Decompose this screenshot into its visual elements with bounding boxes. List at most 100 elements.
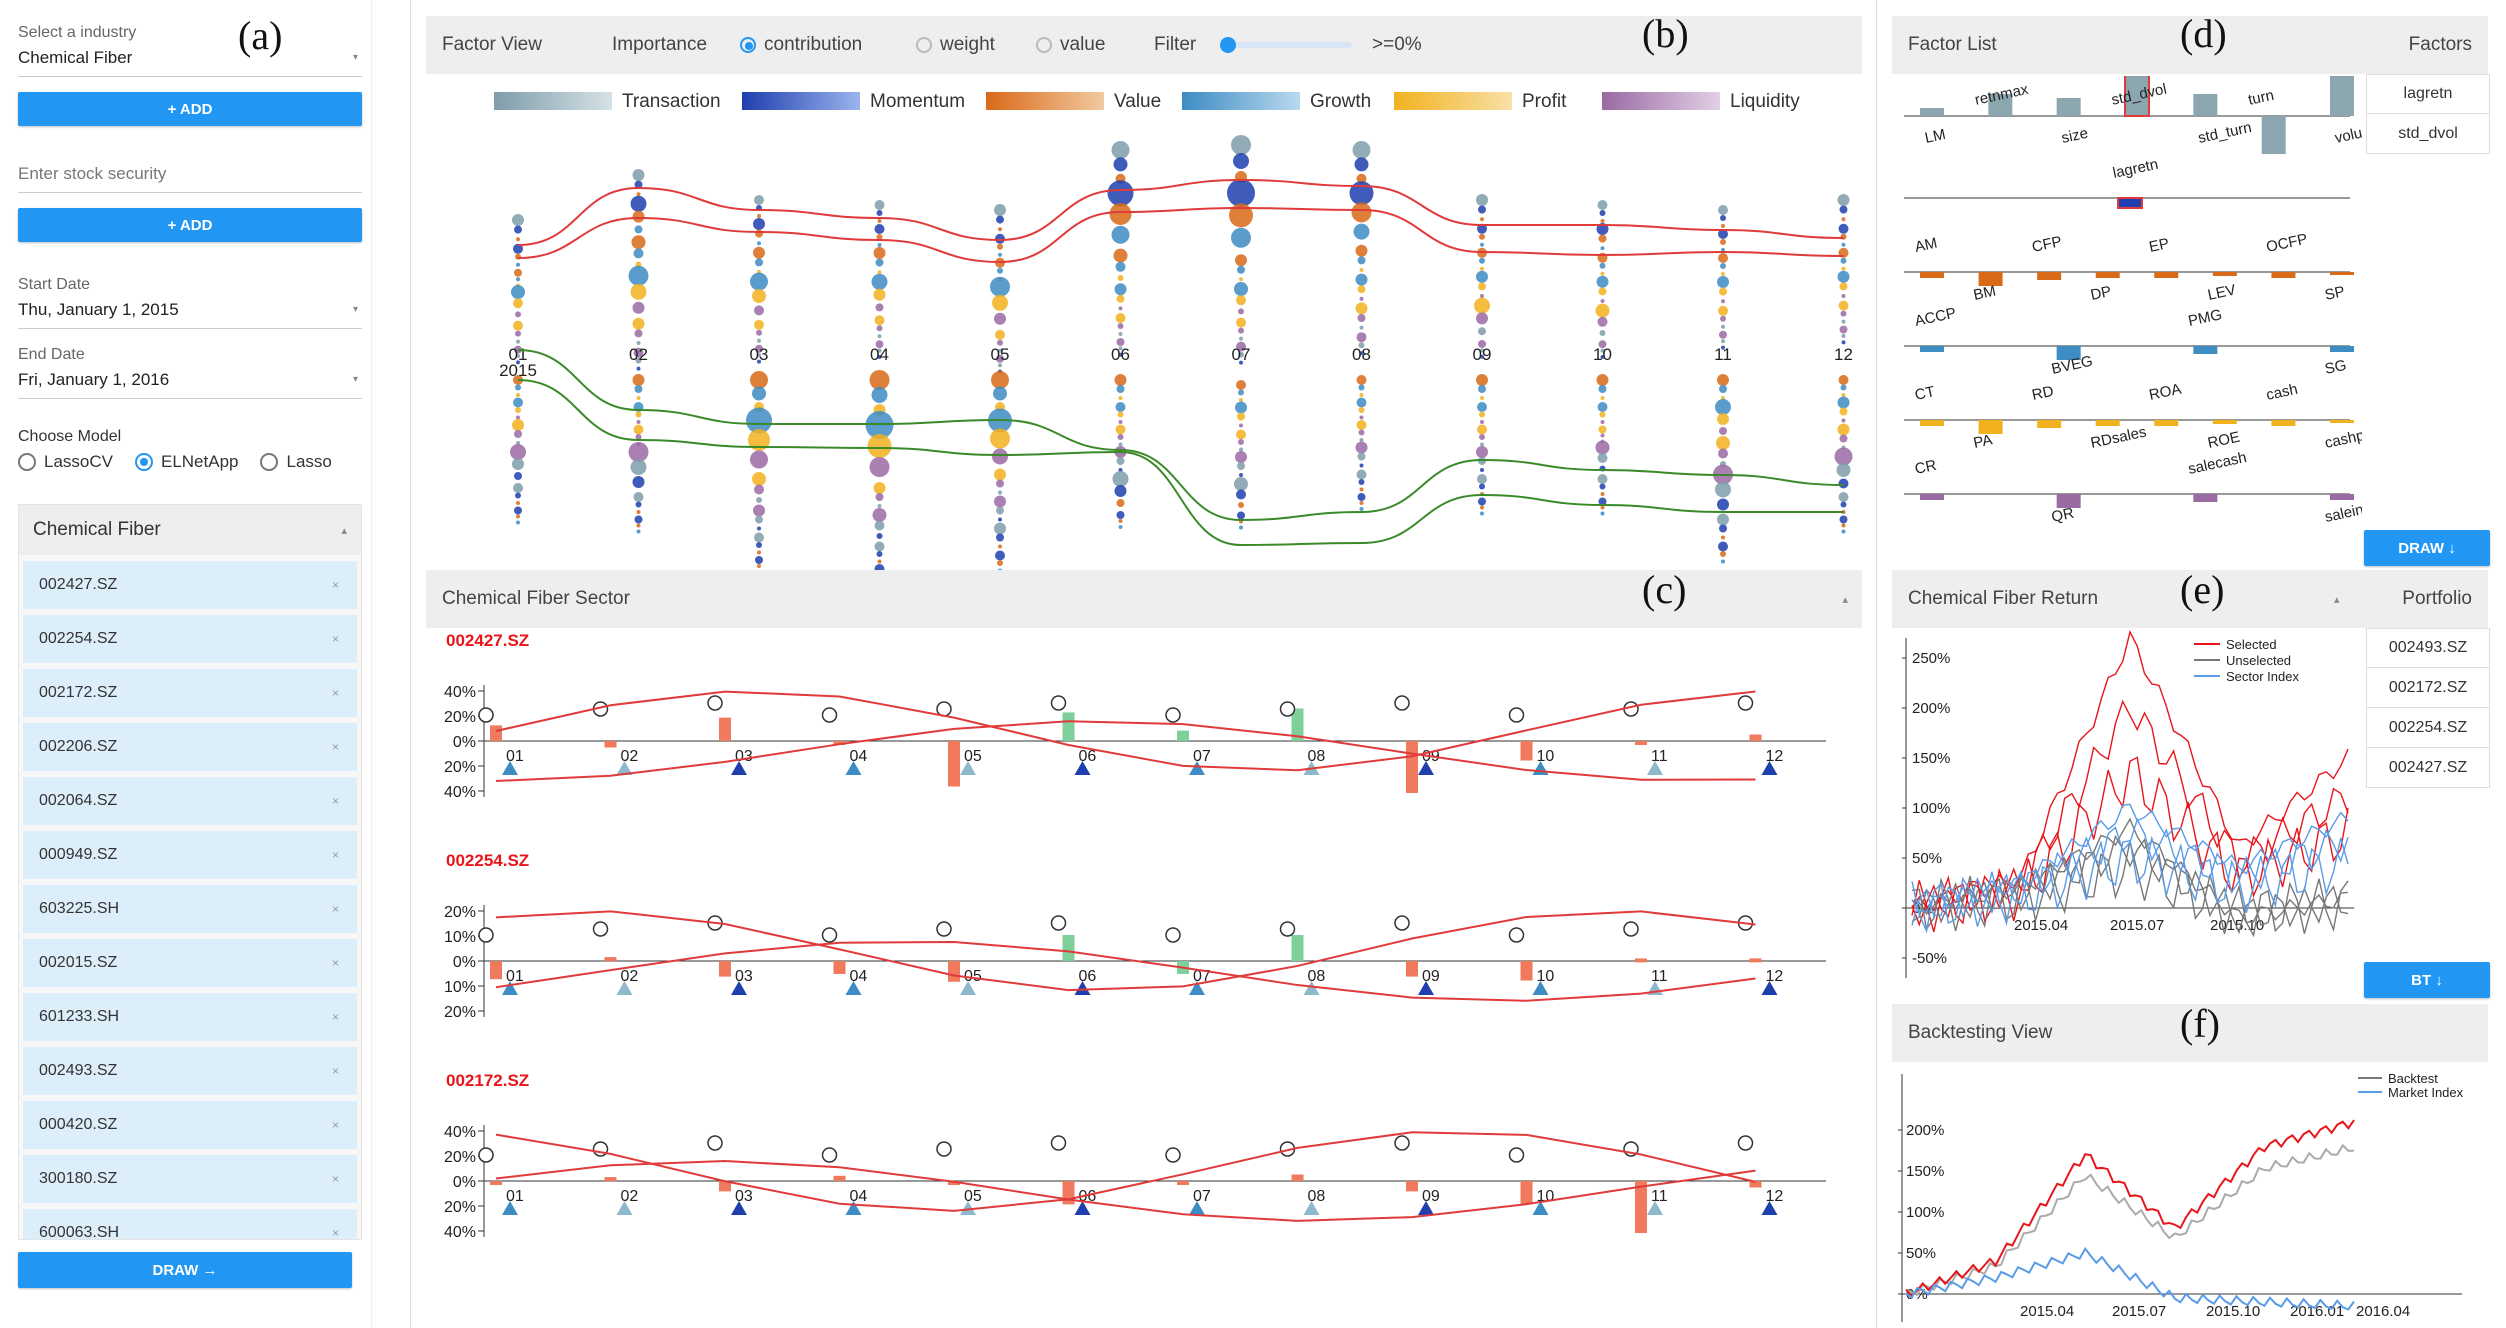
return-bar <box>490 961 502 980</box>
remove-icon[interactable]: × <box>331 902 339 916</box>
factor-bubble <box>1600 420 1605 424</box>
remove-icon[interactable]: × <box>331 1172 339 1186</box>
portfolio-list: 002493.SZ 002172.SZ 002254.SZ 002427.SZ <box>2366 628 2490 788</box>
model-lasso[interactable]: Lasso <box>260 452 332 472</box>
stock-list-item[interactable]: 300180.SZ × <box>23 1155 357 1203</box>
filter-slider[interactable] <box>1220 37 1352 53</box>
factor-bubble <box>875 303 884 312</box>
factor-glyph <box>1761 761 1778 775</box>
marker-circle <box>1623 921 1639 937</box>
portfolio-item[interactable]: 002172.SZ <box>2366 668 2490 708</box>
start-date-field[interactable]: Start Date Thu, January 1, 2015 ▾ <box>18 276 362 329</box>
remove-icon[interactable]: × <box>331 578 339 592</box>
factor-list-header: Factor List Factors <box>1892 16 2488 74</box>
factor-bubble <box>998 544 1002 549</box>
return-bar <box>1062 712 1075 741</box>
stock-list-item[interactable]: 002254.SZ × <box>23 615 357 663</box>
stock-list-item[interactable]: 000420.SZ × <box>23 1101 357 1149</box>
stock-list-item[interactable]: 002172.SZ × <box>23 669 357 717</box>
factor-bubble <box>513 397 523 408</box>
factor-glyph <box>960 1201 976 1215</box>
remove-icon[interactable]: × <box>331 1010 339 1024</box>
factor-label: std_turn <box>2197 119 2254 147</box>
factor-bubble <box>1839 515 1848 524</box>
factor-bubble <box>1357 256 1366 265</box>
factor-bubble <box>1116 338 1125 346</box>
factor-bubble <box>877 504 882 508</box>
radio-checked-icon <box>134 453 153 471</box>
draw-button[interactable]: DRAW → <box>18 1252 352 1288</box>
factor-item[interactable]: lagretn <box>2366 74 2490 114</box>
stock-list-item[interactable]: 002015.SZ × <box>23 939 357 987</box>
remove-icon[interactable]: × <box>331 740 339 754</box>
y-tick-label: 20% <box>444 904 476 921</box>
factor-bubble <box>1595 440 1610 455</box>
collapse-icon[interactable]: ▴ <box>2334 593 2340 606</box>
factor-bar <box>2117 197 2143 209</box>
factor-bubble <box>1478 282 1486 291</box>
factor-bar <box>2154 420 2179 426</box>
factor-bubble <box>991 371 1009 389</box>
end-date-field[interactable]: End Date Fri, January 1, 2016 ▾ <box>18 346 362 399</box>
remove-icon[interactable]: × <box>331 848 339 862</box>
factor-item[interactable]: std_dvol <box>2366 114 2490 154</box>
filter-label: Filter <box>1154 34 1197 55</box>
industry-select[interactable]: Select a industry Chemical Fiber ▾ <box>18 24 362 77</box>
portfolio-item[interactable]: 002493.SZ <box>2366 628 2490 668</box>
factor-bubble <box>1354 157 1369 172</box>
factor-bubble <box>1719 287 1727 296</box>
remove-icon[interactable]: × <box>331 632 339 646</box>
stock-list-item[interactable]: 603225.SH × <box>23 885 357 933</box>
month-label: 09 <box>1473 345 1492 364</box>
factor-bubble <box>514 430 522 438</box>
add-industry-button[interactable]: + ADD <box>18 92 362 126</box>
backtest-button[interactable]: BT ↓ <box>2364 962 2490 998</box>
factor-bubble <box>1116 457 1125 465</box>
stock-list-item[interactable]: 002206.SZ × <box>23 723 357 771</box>
factor-bar <box>2193 494 2218 502</box>
month-label: 04 <box>850 968 868 985</box>
portfolio-item[interactable]: 002427.SZ <box>2366 748 2490 788</box>
collapse-icon[interactable]: ▴ <box>1842 593 1848 606</box>
factor-bar <box>1988 94 2013 116</box>
return-bar <box>1291 935 1304 961</box>
stock-code: 603225.SH <box>39 900 120 917</box>
collapse-icon[interactable]: ▴ <box>341 524 347 537</box>
remove-icon[interactable]: × <box>331 1118 339 1132</box>
remove-icon[interactable]: × <box>331 1064 339 1078</box>
stock-list-item[interactable]: 600063.SH × <box>23 1209 357 1240</box>
add-stock-button[interactable]: + ADD <box>18 208 362 242</box>
month-label: 10 <box>1537 968 1555 985</box>
stock-list-item[interactable]: 002427.SZ × <box>23 561 357 609</box>
model-lassocv[interactable]: LassoCV <box>18 452 113 472</box>
model-elnetapp[interactable]: ELNetApp <box>134 452 238 472</box>
stock-list-item[interactable]: 002493.SZ × <box>23 1047 357 1095</box>
stock-list-item[interactable]: 000949.SZ × <box>23 831 357 879</box>
factor-bubble <box>873 482 886 494</box>
factor-bar <box>2212 272 2237 276</box>
factor-draw-button[interactable]: DRAW ↓ <box>2364 530 2490 566</box>
remove-icon[interactable]: × <box>331 1226 339 1240</box>
importance-weight[interactable]: weight <box>916 34 1036 56</box>
factor-bubble <box>755 229 763 238</box>
remove-icon[interactable]: × <box>331 794 339 808</box>
factor-bubble <box>1478 340 1486 348</box>
factor-bubble <box>874 520 885 531</box>
stock-input[interactable]: Enter stock security <box>18 164 362 193</box>
factor-glyph <box>616 761 633 775</box>
factor-bubble <box>1118 396 1123 400</box>
sector-list-header[interactable]: Chemical Fiber ▴ <box>19 505 361 555</box>
filter-slider-handle[interactable] <box>1220 37 1236 53</box>
importance-contribution[interactable]: contribution <box>740 34 916 56</box>
factor-bubble <box>750 371 768 389</box>
stock-list-item[interactable]: 601233.SH × <box>23 993 357 1041</box>
stock-list-item[interactable]: 002064.SZ × <box>23 777 357 825</box>
factor-bubble <box>1480 294 1484 298</box>
factor-bubble <box>1720 239 1726 245</box>
factor-bubble <box>1238 308 1244 315</box>
remove-icon[interactable]: × <box>331 686 339 700</box>
remove-icon[interactable]: × <box>331 956 339 970</box>
month-label: 02 <box>621 748 639 765</box>
portfolio-item[interactable]: 002254.SZ <box>2366 708 2490 748</box>
importance-value[interactable]: value <box>1036 34 1146 56</box>
